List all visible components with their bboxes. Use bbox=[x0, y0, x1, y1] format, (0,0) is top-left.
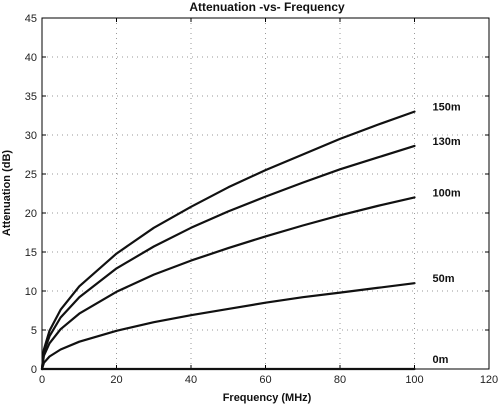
series-labels: 150m 130m 100m 50m 0m bbox=[433, 102, 461, 366]
series-label-0m: 0m bbox=[433, 354, 449, 366]
series-lines bbox=[40, 110, 416, 371]
axis-ticks: 0 5 10 15 20 25 30 35 40 45 0 20 40 60 80 100 120 bbox=[25, 13, 498, 386]
x-axis-label: Frequency (MHz) bbox=[223, 392, 312, 404]
y-tick-label: 10 bbox=[25, 286, 37, 298]
x-tick-label: 40 bbox=[185, 374, 197, 386]
y-axis-label: Attenuation (dB) bbox=[1, 150, 13, 236]
y-tick-label: 45 bbox=[25, 13, 37, 25]
series-label-130m: 130m bbox=[433, 136, 461, 148]
series-label-100m: 100m bbox=[433, 187, 461, 199]
series-line-130m bbox=[40, 144, 416, 371]
y-tick-label: 20 bbox=[25, 208, 37, 220]
series-label-50m: 50m bbox=[433, 273, 455, 285]
y-tick-label: 15 bbox=[25, 247, 37, 259]
series-line-100m bbox=[40, 196, 416, 371]
grid bbox=[42, 18, 489, 369]
y-tick-label: 0 bbox=[31, 364, 37, 376]
y-tick-label: 25 bbox=[25, 169, 37, 181]
y-tick-label: 40 bbox=[25, 52, 37, 64]
series-line-150m bbox=[40, 110, 416, 371]
chart-title: Attenuation -vs- Frequency bbox=[189, 0, 345, 14]
series-line-50m bbox=[40, 282, 416, 371]
y-tick-label: 5 bbox=[31, 325, 37, 337]
x-tick-label: 0 bbox=[39, 374, 45, 386]
x-tick-label: 120 bbox=[480, 374, 498, 386]
y-tick-label: 30 bbox=[25, 130, 37, 142]
series-label-150m: 150m bbox=[433, 102, 461, 114]
x-tick-label: 20 bbox=[110, 374, 122, 386]
y-tick-label: 35 bbox=[25, 91, 37, 103]
x-tick-label: 80 bbox=[334, 374, 346, 386]
x-tick-label: 100 bbox=[405, 374, 423, 386]
x-tick-label: 60 bbox=[259, 374, 271, 386]
